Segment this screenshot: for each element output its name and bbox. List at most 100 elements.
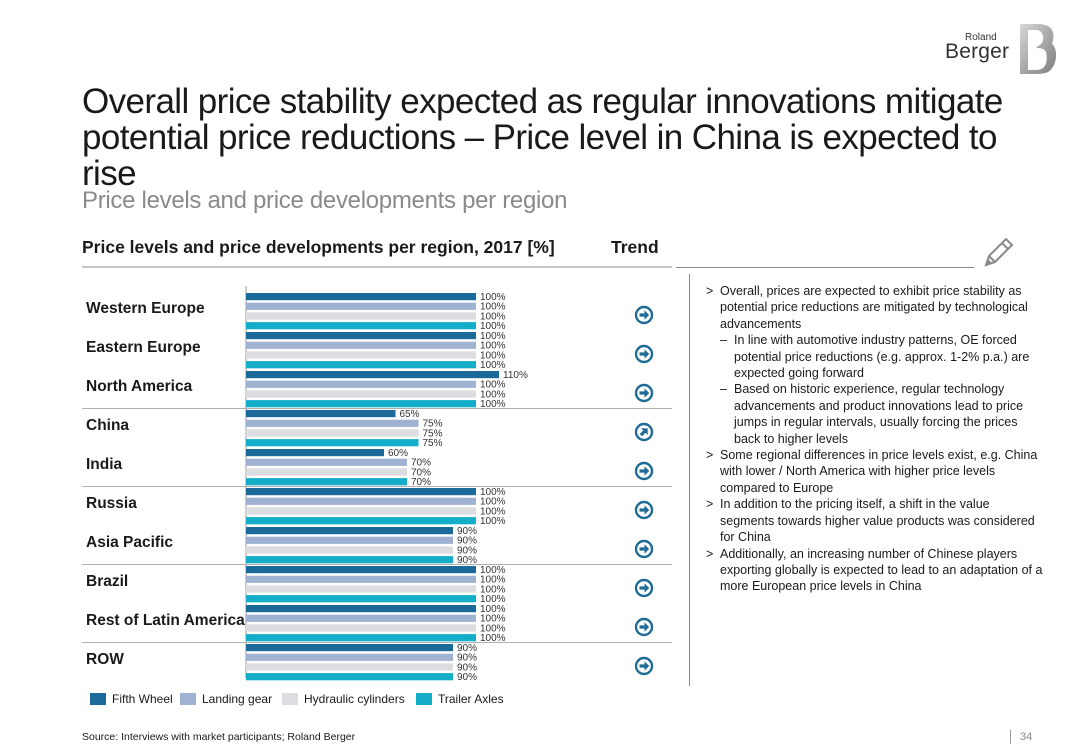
data-label: 100% <box>480 380 506 391</box>
bullet-marker: > <box>706 546 714 561</box>
legend-label: Hydraulic cylinders <box>304 692 405 706</box>
data-label: 100% <box>480 389 506 400</box>
bar-western-europe-trailer-axles <box>246 322 476 330</box>
data-label: 90% <box>457 643 477 654</box>
data-label: 100% <box>480 575 506 586</box>
legend-swatch <box>416 693 432 705</box>
data-label: 100% <box>480 331 506 342</box>
category-label-row: ROW <box>86 651 124 668</box>
logo-berger-text: Berger <box>945 40 1010 63</box>
data-label: 90% <box>457 555 477 566</box>
data-label: 65% <box>400 409 420 420</box>
bar-rest-of-latin-america-trailer-axles <box>246 634 476 642</box>
bar-eastern-europe-hydraulic-cylinders <box>246 351 476 359</box>
logo-roland-text: Roland <box>965 32 997 43</box>
trend-right-arrow-icon <box>634 578 654 598</box>
footer-source: Source: Interviews with market participa… <box>82 731 356 743</box>
bullet-text: Some regional differences in price level… <box>720 448 1038 495</box>
legend-swatch <box>282 693 298 705</box>
data-label: 100% <box>480 497 506 508</box>
bullet-text: Additionally, an increasing number of Ch… <box>720 546 1043 594</box>
bar-russia-landing-gear <box>246 497 476 505</box>
bar-north-america-trailer-axles <box>246 400 476 408</box>
data-label: 100% <box>480 565 506 576</box>
data-label: 100% <box>480 292 506 303</box>
trend-right-arrow-icon <box>634 539 654 559</box>
trend-up-arrow-icon <box>634 422 654 442</box>
text-frame-left <box>689 274 690 686</box>
data-label: 100% <box>480 604 506 615</box>
bar-row-hydraulic-cylinders <box>246 663 453 671</box>
bullet-marker: > <box>706 497 714 512</box>
data-label: 90% <box>457 545 477 556</box>
bar-rest-of-latin-america-landing-gear <box>246 614 476 622</box>
sub-bullet-item: – Based on historic experience, regular t… <box>706 381 1046 447</box>
bullet-marker: > <box>706 448 714 463</box>
bar-western-europe-fifth-wheel <box>246 293 476 301</box>
legend-swatch <box>180 693 196 705</box>
bullet-text: Overall, prices are expected to exhibit … <box>720 284 1028 331</box>
bar-eastern-europe-landing-gear <box>246 341 476 349</box>
bar-eastern-europe-fifth-wheel <box>246 332 476 340</box>
bar-row-fifth-wheel <box>246 644 453 652</box>
chart-heading: Price levels and price developments per … <box>82 237 555 257</box>
bar-india-hydraulic-cylinders <box>246 468 407 476</box>
page-number: 34 <box>1020 731 1033 743</box>
bar-asia-pacific-hydraulic-cylinders <box>246 546 453 554</box>
bar-asia-pacific-fifth-wheel <box>246 527 453 535</box>
bar-brazil-hydraulic-cylinders <box>246 585 476 593</box>
data-label: 100% <box>480 623 506 634</box>
bar-rest-of-latin-america-hydraulic-cylinders <box>246 624 476 632</box>
sub-bullet-item: – In line with automotive industry patter… <box>706 332 1046 381</box>
data-label: 100% <box>480 321 506 332</box>
bar-india-fifth-wheel <box>246 449 384 457</box>
legend-label: Fifth Wheel <box>112 692 173 706</box>
data-label: 100% <box>480 350 506 361</box>
data-label: 90% <box>457 662 477 673</box>
bar-russia-trailer-axles <box>246 517 476 525</box>
pencil-icon <box>984 237 1014 267</box>
data-label: 100% <box>480 311 506 322</box>
bar-north-america-landing-gear <box>246 380 476 388</box>
bar-china-trailer-axles <box>246 439 419 447</box>
trend-right-arrow-icon <box>634 617 654 637</box>
category-label-russia: Russia <box>86 495 137 512</box>
category-label-brazil: Brazil <box>86 573 128 590</box>
bar-brazil-trailer-axles <box>246 595 476 603</box>
data-label: 90% <box>457 536 477 547</box>
bullet-marker: – <box>720 382 727 397</box>
bar-row-trailer-axles <box>246 673 453 681</box>
category-label-western-europe: Western Europe <box>86 300 205 317</box>
trend-right-arrow-icon <box>634 461 654 481</box>
bar-china-landing-gear <box>246 419 419 427</box>
bar-russia-hydraulic-cylinders <box>246 507 476 515</box>
bullet-marker: > <box>706 284 714 298</box>
trend-right-arrow-icon <box>634 344 654 364</box>
page-subtitle: Price levels and price developments per … <box>82 187 568 214</box>
data-label: 100% <box>480 341 506 352</box>
bullet-text: In line with automotive industry pattern… <box>734 333 1030 381</box>
bar-asia-pacific-landing-gear <box>246 536 453 544</box>
data-label: 70% <box>411 467 431 478</box>
bullet-marker: – <box>720 333 727 348</box>
bar-india-landing-gear <box>246 458 407 466</box>
data-label: 75% <box>423 419 443 430</box>
category-label-asia-pacific: Asia Pacific <box>86 534 173 551</box>
page-title: Overall price stability expected as regu… <box>82 82 1003 193</box>
trend-right-arrow-icon <box>634 305 654 325</box>
category-label-china: China <box>86 417 129 434</box>
bullet-item: > Additionally, an increasing number of C… <box>706 546 1046 595</box>
data-label: 100% <box>480 516 506 527</box>
bullet-text: Based on historic experience, regular te… <box>734 382 1024 446</box>
legend-item-fifth-wheel: Fifth Wheel <box>90 692 173 706</box>
commentary-list: > Overall, prices are expected to exhibit… <box>706 283 1046 595</box>
data-label: 75% <box>423 438 443 449</box>
legend-swatch <box>90 693 106 705</box>
data-label: 60% <box>388 448 408 459</box>
data-label: 100% <box>480 360 506 371</box>
bar-asia-pacific-trailer-axles <box>246 556 453 564</box>
bar-row-landing-gear <box>246 653 453 661</box>
data-label: 100% <box>480 614 506 625</box>
data-label: 90% <box>457 672 477 683</box>
